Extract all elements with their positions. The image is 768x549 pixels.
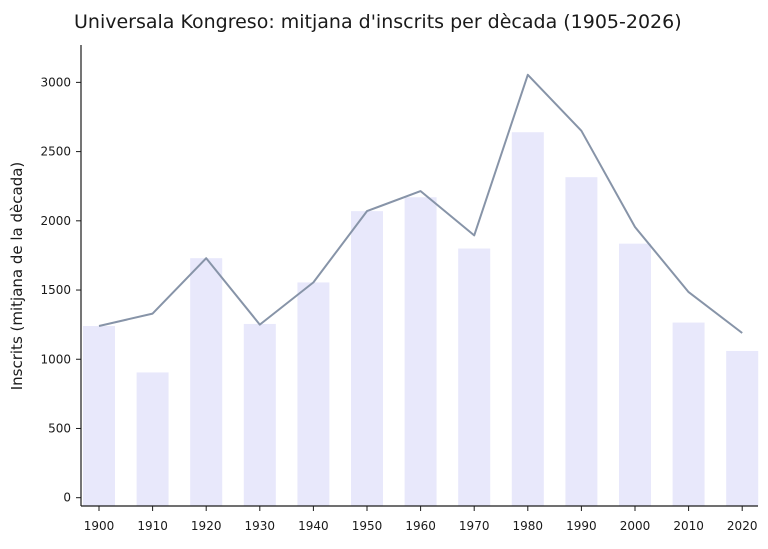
bar-1960	[404, 197, 437, 506]
bar-series	[83, 132, 759, 506]
bar-1980	[511, 132, 544, 506]
y-axis: 0 500 1000 1500 2000 2500 3000	[40, 45, 82, 506]
line-series	[98, 73, 743, 334]
x-tick-label-1920: 1920	[191, 519, 222, 533]
bar-1950	[351, 211, 383, 506]
y-tick-label: 1500	[40, 283, 71, 297]
bar-2020	[726, 350, 759, 506]
y-axis-label: Inscrits (mitjana de la dècada)	[8, 162, 26, 391]
x-tick-label-1970: 1970	[459, 519, 490, 533]
y-tick-label: 2000	[40, 214, 71, 228]
x-tick-label-1990: 1990	[566, 519, 597, 533]
bar-1940	[297, 282, 330, 506]
bar-1900	[83, 326, 115, 506]
x-tick-label-1980: 1980	[513, 519, 544, 533]
trend-line	[98, 73, 743, 334]
x-tick-label-1930: 1930	[245, 519, 276, 533]
x-tick-label-2010: 2010	[673, 519, 704, 533]
chart-title: Universala Kongreso: mitjana d'inscrits …	[74, 11, 682, 33]
bar-1990	[565, 177, 598, 506]
y-tick-label: 3000	[40, 75, 71, 89]
y-tick-label: 1000	[40, 352, 71, 366]
x-tick-label-1900: 1900	[84, 519, 115, 533]
y-tick-label: 2500	[40, 145, 71, 159]
x-tick-label-2000: 2000	[620, 519, 651, 533]
x-tick-label-1950: 1950	[352, 519, 383, 533]
x-axis: 1900 1910 1920 1930 1940 1950 1960 1970 1980 1990…	[81, 505, 758, 533]
y-tick-label: 500	[48, 421, 71, 435]
x-tick-label-2020: 2020	[727, 519, 758, 533]
bar-1970	[458, 248, 491, 506]
bar-2000	[619, 243, 651, 506]
x-tick-label-1960: 1960	[405, 519, 436, 533]
bar-1910	[136, 372, 169, 506]
bar-2010	[672, 322, 705, 506]
x-tick-label-1910: 1910	[137, 519, 168, 533]
bar-1920	[190, 258, 223, 506]
y-tick-label: 0	[63, 491, 71, 505]
x-tick-label-1940: 1940	[298, 519, 329, 533]
bar-1930	[243, 323, 276, 506]
